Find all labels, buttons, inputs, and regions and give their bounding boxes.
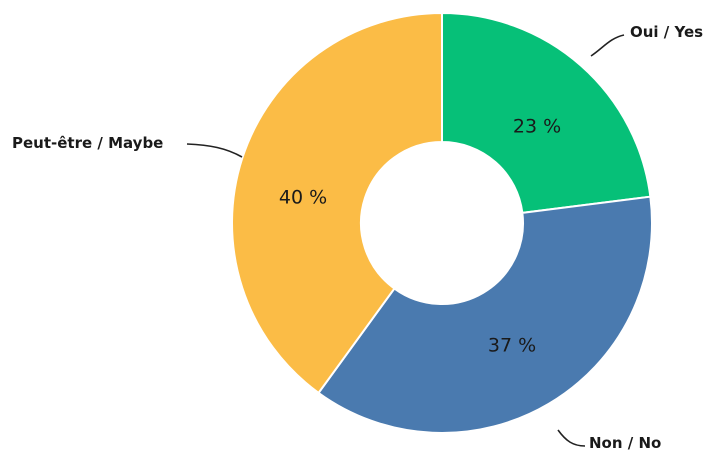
chart-labels: 23 % Oui / Yes 37 % Non / No 40 % Peut-être /…: [12, 23, 703, 452]
slice-yes: [441, 11, 652, 214]
chart-slices: [231, 11, 653, 434]
value-label-yes: 23 %: [513, 116, 561, 138]
leader-line-no: [557, 429, 586, 447]
value-label-maybe: 40 %: [279, 187, 327, 209]
value-label-no: 37 %: [488, 335, 536, 357]
category-label-yes: Oui / Yes: [630, 23, 703, 41]
chart-leader-lines: [186, 34, 625, 447]
category-label-no: Non / No: [589, 434, 661, 452]
slice-no: [317, 195, 653, 434]
leader-line-yes: [590, 34, 625, 57]
slice-maybe: [231, 11, 443, 395]
category-label-maybe: Peut-être / Maybe: [12, 134, 163, 152]
leader-line-maybe: [186, 143, 243, 158]
